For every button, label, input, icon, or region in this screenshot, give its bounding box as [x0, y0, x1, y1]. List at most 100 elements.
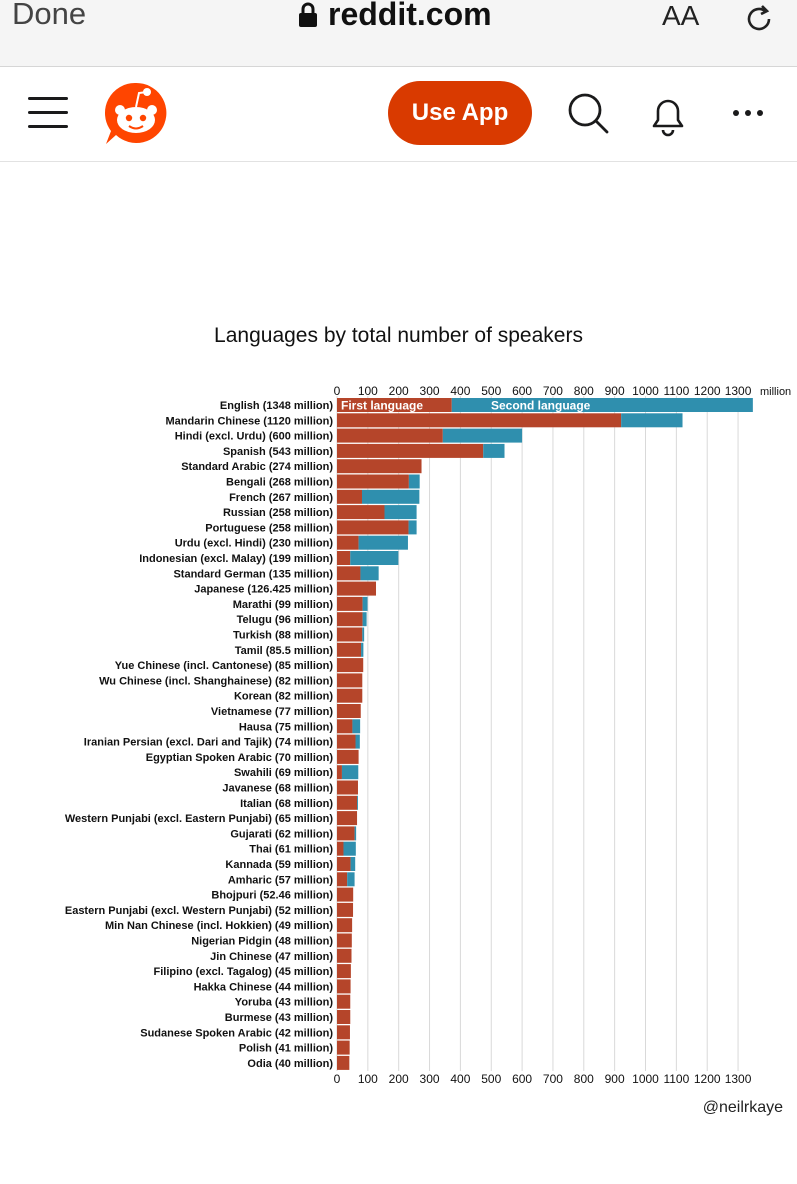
- x-tick-label-bottom: 1000: [632, 1072, 659, 1086]
- bar-first-language: [337, 474, 409, 489]
- bell-icon[interactable]: [648, 93, 688, 137]
- category-label: Odia (40 million): [247, 1058, 333, 1070]
- done-button[interactable]: Done: [12, 0, 87, 31]
- bar-second-language: [343, 841, 356, 856]
- bar-second-language: [442, 428, 523, 443]
- bar-first-language: [337, 719, 353, 734]
- bar-second-language: [408, 474, 420, 489]
- more-options-icon[interactable]: [730, 107, 766, 119]
- bar-first-language: [337, 872, 348, 887]
- category-label: Indonesian (excl. Malay) (199 million): [139, 553, 333, 565]
- x-tick-label-top: 1200: [694, 384, 721, 398]
- x-tick-label-top: 900: [605, 384, 625, 398]
- x-tick-label-bottom: 300: [420, 1072, 440, 1086]
- category-label: Turkish (88 million): [233, 630, 333, 642]
- x-tick-label-top: 500: [481, 384, 501, 398]
- url-text: reddit.com: [328, 0, 492, 32]
- x-tick-label-bottom: 700: [543, 1072, 563, 1086]
- bar-second-language: [354, 826, 357, 841]
- bar-first-language: [337, 535, 359, 550]
- bar-first-language: [337, 658, 364, 673]
- category-label: Yue Chinese (incl. Cantonese) (85 millio…: [115, 660, 334, 672]
- x-tick-label-bottom: 1200: [694, 1072, 721, 1086]
- category-label: Portuguese (258 million): [205, 522, 333, 534]
- bar-second-language: [362, 627, 365, 642]
- bar-second-language: [408, 520, 417, 535]
- x-tick-label-bottom: 800: [574, 1072, 594, 1086]
- bar-second-language: [350, 857, 356, 871]
- category-label: Tamil (85.5 million): [235, 645, 334, 657]
- bar-first-language: [337, 520, 409, 535]
- bar-first-language: [337, 765, 342, 780]
- bar-second-language: [355, 734, 360, 749]
- reddit-header: Use App: [0, 67, 797, 162]
- category-label: Hindi (excl. Urdu) (600 million): [175, 431, 334, 443]
- category-label: Gujarati (62 million): [230, 828, 333, 840]
- bar-first-language: [337, 902, 354, 917]
- category-label: Iranian Persian (excl. Dari and Tajik) (…: [84, 737, 334, 749]
- bar-first-language: [337, 841, 344, 856]
- menu-button[interactable]: [28, 97, 68, 129]
- bar-second-language: [350, 551, 399, 565]
- bar-first-language: [337, 596, 363, 611]
- bar-first-language: [337, 612, 363, 627]
- bar-first-language: [337, 948, 352, 963]
- bar-second-language: [362, 612, 367, 627]
- bar-second-language: [352, 719, 361, 734]
- lock-icon: [299, 2, 317, 27]
- bar-first-language: [337, 551, 351, 565]
- category-label: Polish (41 million): [239, 1043, 333, 1055]
- reload-icon: [747, 5, 771, 31]
- category-label: Kannada (59 million): [225, 859, 333, 871]
- use-app-button[interactable]: Use App: [388, 81, 532, 145]
- x-tick-label-bottom: 500: [481, 1072, 501, 1086]
- category-label: Nigerian Pidgin (48 million): [191, 936, 333, 948]
- x-tick-label-top: 0: [334, 384, 341, 398]
- x-tick-label-top: 700: [543, 384, 563, 398]
- search-icon[interactable]: [566, 91, 610, 135]
- bar-second-language: [483, 443, 505, 458]
- category-label: Spanish (543 million): [223, 446, 333, 458]
- bar-first-language: [337, 688, 363, 703]
- bar-second-language: [451, 398, 753, 412]
- bar-first-language: [337, 734, 356, 749]
- category-label: Min Nan Chinese (incl. Hokkien) (49 mill…: [105, 920, 333, 932]
- x-tick-label-bottom: 900: [605, 1072, 625, 1086]
- category-label: Jin Chinese (47 million): [210, 951, 333, 963]
- x-tick-label-top: 1100: [663, 384, 689, 398]
- category-label: Hakka Chinese (44 million): [194, 981, 334, 993]
- address-bar[interactable]: reddit.com: [298, 0, 492, 33]
- bar-first-language: [337, 1025, 350, 1040]
- category-label: Yoruba (43 million): [235, 997, 334, 1009]
- menu-line: [28, 111, 68, 114]
- bar-second-language: [357, 795, 358, 810]
- bar-first-language: [337, 459, 422, 474]
- category-label: Marathi (99 million): [233, 599, 334, 611]
- browser-toolbar: Done reddit.com AA: [0, 0, 797, 67]
- reload-button[interactable]: [742, 2, 776, 41]
- bar-first-language: [337, 780, 358, 795]
- x-tick-label-bottom: 1100: [663, 1072, 689, 1086]
- x-tick-label-bottom: 1300: [725, 1072, 752, 1086]
- menu-line: [28, 125, 68, 128]
- x-tick-label-bottom: 600: [512, 1072, 532, 1086]
- reddit-logo-icon[interactable]: [102, 80, 170, 148]
- bar-first-language: [337, 887, 354, 902]
- bar-second-language: [347, 872, 355, 887]
- category-label: Thai (61 million): [249, 844, 333, 856]
- bar-first-language: [337, 857, 351, 871]
- x-tick-label-top: 100: [358, 384, 378, 398]
- category-label: Amharic (57 million): [228, 874, 333, 886]
- bar-first-language: [337, 398, 452, 412]
- bar-first-language: [337, 642, 362, 657]
- category-label: Eastern Punjabi (excl. Western Punjabi) …: [65, 905, 333, 917]
- category-label: Russian (258 million): [223, 507, 333, 519]
- category-label: Mandarin Chinese (1120 million): [166, 415, 334, 427]
- text-size-button[interactable]: AA: [662, 0, 700, 31]
- bar-second-language: [362, 596, 368, 611]
- bar-second-language: [341, 765, 359, 780]
- x-tick-label-top: 600: [512, 384, 532, 398]
- category-label: Egyptian Spoken Arabic (70 million): [146, 752, 334, 764]
- bar-first-language: [337, 1040, 350, 1055]
- category-label: Burmese (43 million): [225, 1012, 334, 1024]
